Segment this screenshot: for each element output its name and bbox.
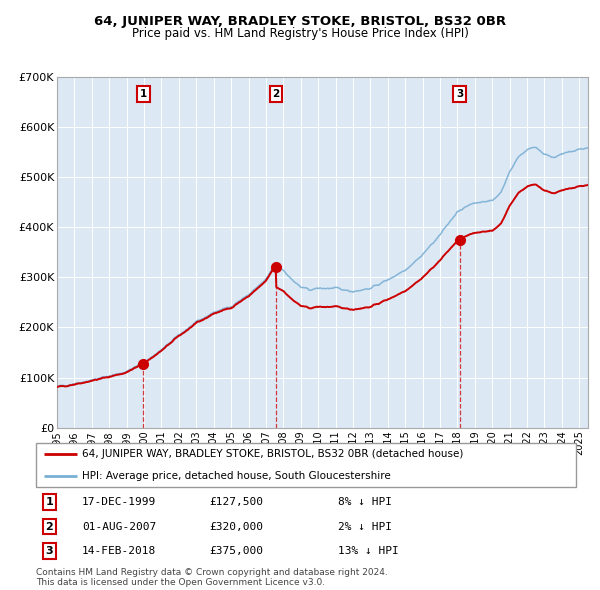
Text: 2: 2 [46, 522, 53, 532]
Text: £320,000: £320,000 [209, 522, 263, 532]
Text: 64, JUNIPER WAY, BRADLEY STOKE, BRISTOL, BS32 0BR (detached house): 64, JUNIPER WAY, BRADLEY STOKE, BRISTOL,… [82, 448, 463, 458]
Text: 13% ↓ HPI: 13% ↓ HPI [338, 546, 399, 556]
Text: 1: 1 [140, 89, 147, 99]
Text: This data is licensed under the Open Government Licence v3.0.: This data is licensed under the Open Gov… [36, 578, 325, 587]
Text: Price paid vs. HM Land Registry's House Price Index (HPI): Price paid vs. HM Land Registry's House … [131, 27, 469, 40]
Text: 17-DEC-1999: 17-DEC-1999 [82, 497, 156, 507]
FancyBboxPatch shape [36, 442, 576, 487]
Text: HPI: Average price, detached house, South Gloucestershire: HPI: Average price, detached house, Sout… [82, 471, 391, 481]
Text: £375,000: £375,000 [209, 546, 263, 556]
Text: 01-AUG-2007: 01-AUG-2007 [82, 522, 156, 532]
Text: £127,500: £127,500 [209, 497, 263, 507]
Text: 8% ↓ HPI: 8% ↓ HPI [338, 497, 392, 507]
Text: 2: 2 [272, 89, 280, 99]
Text: 64, JUNIPER WAY, BRADLEY STOKE, BRISTOL, BS32 0BR: 64, JUNIPER WAY, BRADLEY STOKE, BRISTOL,… [94, 15, 506, 28]
Text: Contains HM Land Registry data © Crown copyright and database right 2024.: Contains HM Land Registry data © Crown c… [36, 568, 388, 576]
Text: 1: 1 [46, 497, 53, 507]
Text: 3: 3 [456, 89, 463, 99]
Text: 2% ↓ HPI: 2% ↓ HPI [338, 522, 392, 532]
Text: 3: 3 [46, 546, 53, 556]
Text: 14-FEB-2018: 14-FEB-2018 [82, 546, 156, 556]
